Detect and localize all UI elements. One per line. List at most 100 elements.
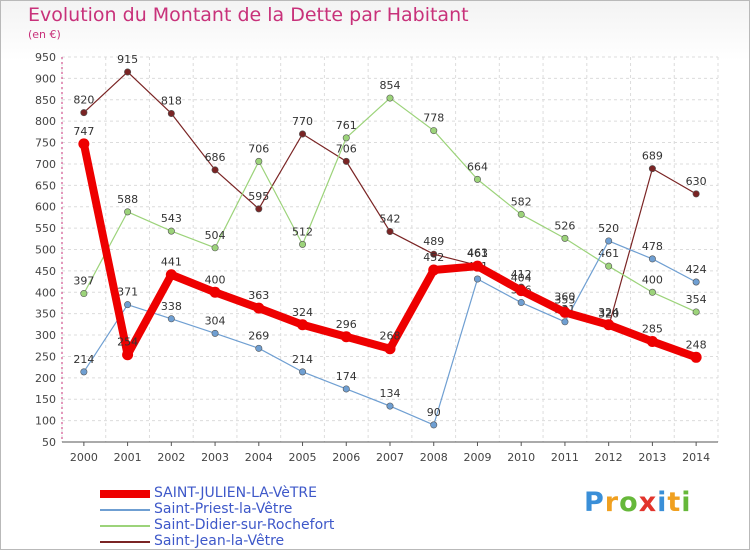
data-label: 214 (292, 353, 313, 366)
y-tick-label: 350 (35, 308, 56, 321)
data-point (386, 402, 394, 410)
data-label: 404 (511, 272, 532, 285)
y-tick-label: 450 (35, 265, 56, 278)
chart-subtitle: (en €) (28, 28, 61, 41)
data-label: 268 (380, 330, 401, 343)
data-label: 630 (686, 175, 707, 188)
data-label: 324 (292, 306, 313, 319)
data-label: 595 (248, 190, 269, 203)
data-point (471, 260, 483, 272)
y-tick-label: 150 (35, 393, 56, 406)
y-tick-label: 950 (35, 51, 56, 64)
data-label: 363 (248, 289, 269, 302)
data-point (605, 237, 613, 245)
data-label: 664 (467, 160, 488, 173)
data-point (255, 344, 263, 352)
data-point (648, 288, 656, 296)
data-point (124, 301, 132, 309)
data-label: 820 (73, 94, 94, 107)
data-point (211, 244, 219, 252)
data-point (80, 368, 88, 376)
y-tick-label: 250 (35, 350, 56, 363)
y-tick-label: 600 (35, 201, 56, 214)
data-point (386, 94, 394, 102)
series-Saint-Jean-la-Vêtre: 820 915 818 686 595 770 706 542 489 463 412 360 320 6… (73, 53, 707, 330)
data-label: 706 (336, 142, 357, 155)
data-label: 520 (598, 222, 619, 235)
data-label: 296 (336, 318, 357, 331)
data-point (603, 319, 615, 331)
data-point (605, 262, 613, 270)
data-point (473, 175, 481, 183)
data-label: 441 (161, 256, 182, 269)
data-label: 770 (292, 115, 313, 128)
data-point (473, 275, 481, 283)
data-point (690, 351, 702, 363)
data-point (209, 286, 221, 298)
data-point (297, 319, 309, 331)
data-label: 353 (554, 293, 575, 306)
legend-label: SAINT-JULIEN-LA-VèTRE (154, 485, 317, 501)
data-point (430, 421, 438, 429)
data-label: 542 (380, 213, 401, 226)
x-tick-label: 2009 (463, 451, 491, 464)
legend-label: Saint-Jean-la-Vêtre (154, 533, 285, 549)
data-label: 915 (117, 53, 138, 66)
data-label: 854 (380, 79, 401, 92)
data-label: 543 (161, 212, 182, 225)
data-label: 512 (292, 225, 313, 238)
x-tick-label: 2003 (201, 451, 229, 464)
data-label: 686 (205, 151, 226, 164)
data-point (80, 290, 88, 298)
data-label: 269 (248, 329, 269, 342)
data-label: 174 (336, 370, 357, 383)
data-point (561, 318, 569, 326)
legend-swatch (100, 525, 150, 527)
data-point (342, 134, 350, 142)
series-Saint-Didier-sur-Rochefort: 3975885435047065127618547786645825264614… (73, 79, 707, 316)
data-label: 761 (336, 119, 357, 132)
data-label: 371 (117, 286, 138, 299)
y-tick-label: 750 (35, 137, 56, 150)
data-label: 338 (161, 300, 182, 313)
y-tick-label: 200 (35, 372, 56, 385)
data-point (384, 343, 396, 355)
data-point (122, 349, 134, 361)
data-point (342, 157, 350, 165)
y-tick-label: 100 (35, 415, 56, 428)
data-point (340, 331, 352, 343)
chart-title: Evolution du Montant de la Dette par Hab… (28, 4, 469, 26)
data-point (211, 166, 219, 174)
data-label: 397 (73, 275, 94, 288)
x-tick-label: 2006 (332, 451, 360, 464)
x-tick-label: 2007 (376, 451, 404, 464)
legend-swatch (100, 490, 150, 498)
data-point (648, 255, 656, 263)
x-tick-label: 2002 (157, 451, 185, 464)
data-label: 582 (511, 195, 532, 208)
data-label: 400 (205, 273, 226, 286)
data-label: 134 (380, 387, 401, 400)
data-point (124, 68, 132, 76)
logo-letter: o (619, 487, 639, 518)
data-label: 254 (117, 336, 138, 349)
proxiti-logo: Proxiti (584, 487, 692, 518)
data-label: 778 (423, 112, 444, 125)
x-tick-label: 2001 (114, 451, 142, 464)
logo-letter: i (657, 487, 668, 518)
data-point (430, 127, 438, 135)
data-label: 588 (117, 193, 138, 206)
data-point (167, 227, 175, 235)
data-point (430, 250, 438, 258)
data-point (386, 228, 394, 236)
data-point (211, 329, 219, 337)
x-tick-label: 2008 (420, 451, 448, 464)
data-label: 706 (248, 142, 269, 155)
data-label: 320 (598, 308, 619, 321)
data-label: 400 (642, 273, 663, 286)
data-label: 354 (686, 293, 707, 306)
data-point (517, 210, 525, 218)
x-tick-label: 2000 (70, 451, 98, 464)
data-point (124, 208, 132, 216)
legend-swatch (100, 509, 150, 511)
